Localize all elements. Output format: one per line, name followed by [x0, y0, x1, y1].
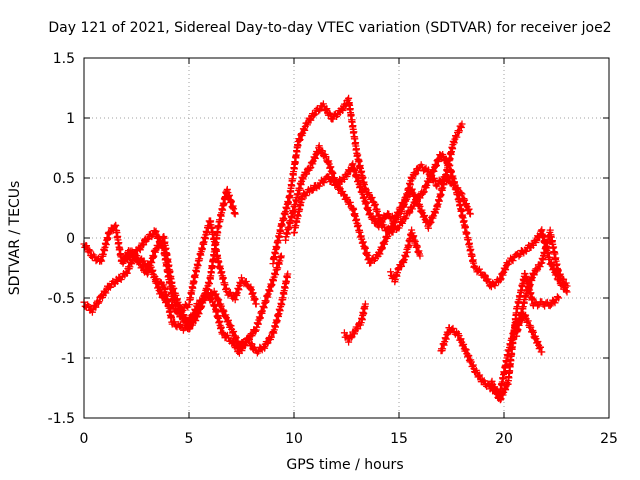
- series-7: [290, 160, 474, 237]
- data-points: [80, 94, 571, 404]
- x-tick-label: 10: [285, 431, 303, 447]
- y-tick-label: -1: [61, 351, 75, 367]
- y-tick-label: 1: [66, 111, 75, 127]
- series-5: [269, 94, 571, 296]
- x-tick-label: 0: [80, 431, 89, 447]
- y-tick-label: -0.5: [48, 291, 75, 307]
- plot-frame: [83, 57, 610, 419]
- series-markers: [269, 94, 571, 296]
- chart-title: Day 121 of 2021, Sidereal Day-to-day VTE…: [48, 20, 611, 36]
- series-3: [118, 233, 292, 357]
- y-tick-label: -1.5: [48, 411, 75, 427]
- y-tick-label: 0.5: [53, 171, 75, 187]
- x-tick-label: 5: [185, 431, 194, 447]
- series-9: [387, 226, 424, 286]
- series-markers: [387, 226, 424, 286]
- series-6: [282, 120, 466, 267]
- series-markers: [151, 252, 285, 357]
- series-4: [151, 252, 285, 357]
- y-tick-label: 0: [66, 231, 75, 247]
- x-tick-label: 20: [495, 431, 513, 447]
- x-tick-label: 15: [390, 431, 408, 447]
- series-markers: [290, 160, 474, 237]
- series-12: [513, 226, 571, 340]
- y-tick-label: 1.5: [53, 51, 75, 67]
- y-axis-label: SDTVAR / TECUs: [7, 181, 23, 296]
- series-markers: [118, 233, 292, 357]
- series-8: [340, 300, 369, 346]
- series-markers: [282, 120, 466, 267]
- series-markers: [340, 300, 369, 346]
- x-tick-label: 25: [600, 431, 618, 447]
- series-markers: [513, 226, 571, 340]
- x-axis-label: GPS time / hours: [286, 457, 403, 473]
